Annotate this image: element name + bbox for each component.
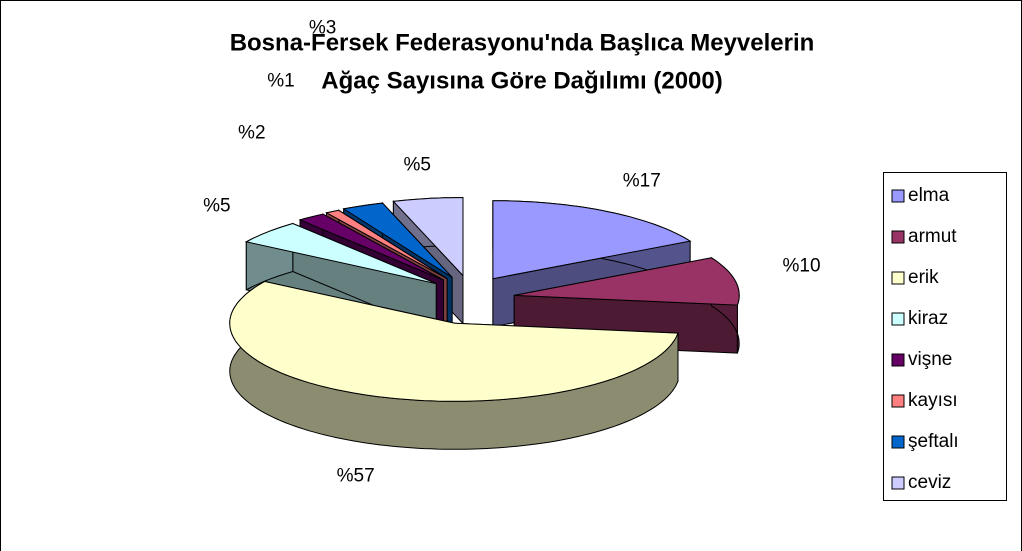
data-label: %2 <box>238 122 265 143</box>
slice-top <box>514 257 740 306</box>
slice-top <box>229 280 679 402</box>
legend-swatch <box>891 189 905 203</box>
legend-swatch <box>891 476 905 490</box>
legend-label: elma <box>908 185 950 206</box>
legend-swatch <box>891 394 905 408</box>
slice-top <box>492 200 692 280</box>
slice-top <box>298 213 444 281</box>
data-label: %10 <box>783 255 821 276</box>
legend-label: kayısı <box>908 390 958 411</box>
legend-swatch <box>891 312 905 326</box>
legend-label: erik <box>908 267 939 288</box>
chart-title: Bosna-Fersek Federasyonu'nda Başlıca Mey… <box>230 29 815 56</box>
legend-swatch <box>891 230 905 244</box>
legend-swatch <box>891 353 905 367</box>
slice-top <box>244 222 437 285</box>
legend-label: armut <box>908 226 957 247</box>
legend-label: kiraz <box>908 308 948 329</box>
slice-top <box>392 197 464 277</box>
chart-title: Ağaç Sayısına Göre Dağılımı (2000) <box>321 67 723 94</box>
legend-label: vişne <box>908 349 952 370</box>
data-label: %5 <box>403 154 430 175</box>
data-label: %17 <box>623 170 661 191</box>
pie-slice <box>229 280 679 450</box>
slice-top <box>342 202 453 278</box>
data-label: %1 <box>267 70 294 91</box>
data-label: %3 <box>309 18 336 39</box>
slice-top <box>325 209 448 280</box>
legend-label: şeftalı <box>908 431 959 452</box>
data-label: %57 <box>337 466 375 487</box>
data-label: %5 <box>203 196 230 217</box>
legend-swatch <box>891 271 905 285</box>
legend-swatch <box>891 435 905 449</box>
legend-label: ceviz <box>908 472 951 493</box>
